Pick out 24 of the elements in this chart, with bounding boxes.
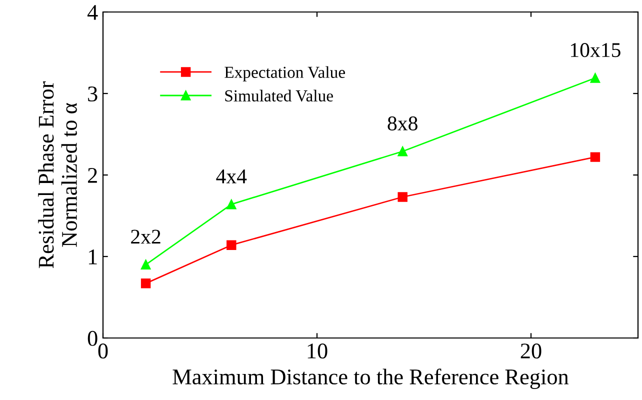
annotation: 2x2 bbox=[131, 230, 160, 244]
point bbox=[226, 240, 236, 250]
y-tick-label: 1 bbox=[88, 250, 97, 264]
point bbox=[590, 73, 600, 83]
y-tick-label: 3 bbox=[88, 86, 98, 102]
annotation: 10x15 bbox=[570, 43, 620, 58]
point bbox=[140, 278, 151, 288]
point bbox=[398, 146, 408, 156]
point bbox=[590, 152, 600, 162]
annotation: 8x8 bbox=[388, 116, 418, 130]
point bbox=[226, 199, 236, 210]
legend-label: Simulated Value bbox=[225, 90, 333, 102]
y-tick-label: 0 bbox=[88, 330, 98, 346]
point bbox=[140, 260, 151, 270]
x-tick-label: 20 bbox=[520, 344, 542, 358]
legend-label: Expectation Value bbox=[224, 66, 345, 82]
y-tick-label: 2 bbox=[88, 168, 97, 183]
x-tick-label: 0 bbox=[98, 344, 108, 358]
x-tick-label: 10 bbox=[308, 344, 328, 358]
y-axis-title: Residual Phase Error Normalized to α bbox=[38, 81, 77, 268]
y-tick-label: 4 bbox=[87, 5, 98, 20]
annotation: 4x4 bbox=[216, 170, 247, 184]
x-axis-title: Maximum Distance to the Reference Region bbox=[172, 368, 569, 390]
point bbox=[398, 192, 408, 202]
